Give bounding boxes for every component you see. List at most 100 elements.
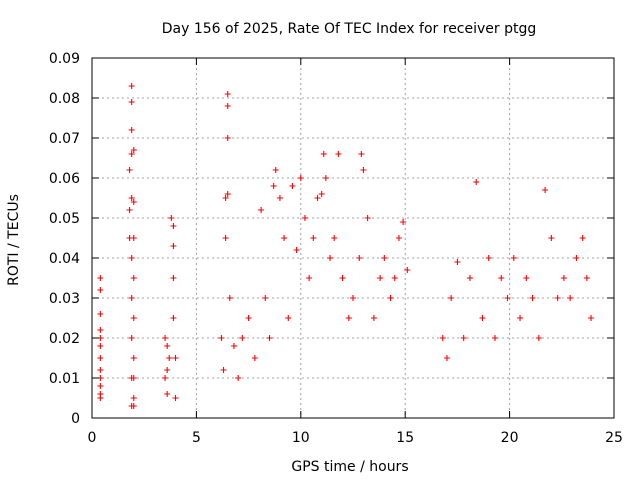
data-point (339, 275, 346, 281)
data-point (97, 383, 104, 389)
data-point (573, 255, 580, 261)
data-point (318, 191, 325, 197)
data-point (97, 287, 104, 293)
x-tick-label: 15 (396, 430, 414, 446)
data-point (224, 103, 231, 109)
data-point (554, 295, 561, 301)
data-point (560, 275, 567, 281)
data-point (224, 191, 231, 197)
data-point (542, 187, 549, 193)
data-point (485, 255, 492, 261)
y-axis-label: ROTI / TECUs (6, 194, 22, 286)
data-point (224, 135, 231, 141)
data-point (222, 235, 229, 241)
data-point (335, 151, 342, 157)
data-point (164, 343, 171, 349)
data-point (258, 207, 265, 213)
data-point (370, 315, 377, 321)
x-axis: 0 5 10 15 20 25 (88, 58, 623, 446)
data-point (168, 215, 175, 221)
data-point (270, 183, 277, 189)
data-point (310, 235, 317, 241)
x-axis-label: GPS time / hours (291, 459, 408, 475)
data-point (377, 275, 384, 281)
data-point (128, 335, 135, 341)
plot-frame (91, 57, 615, 419)
data-point (404, 267, 411, 273)
data-point (170, 315, 177, 321)
data-point (535, 335, 542, 341)
data-point (130, 235, 137, 241)
x-tick-label: 25 (605, 430, 623, 446)
data-point (130, 375, 137, 381)
data-point (97, 395, 104, 401)
data-point (128, 195, 135, 201)
y-tick-label: 0.06 (49, 171, 80, 187)
data-point (364, 215, 371, 221)
data-point (460, 335, 467, 341)
y-tick-label: 0.09 (49, 51, 80, 67)
data-point (130, 315, 137, 321)
data-point (128, 127, 135, 133)
data-point (170, 275, 177, 281)
data-point (220, 367, 227, 373)
data-point (126, 207, 133, 213)
data-point (130, 199, 137, 205)
data-point (164, 367, 171, 373)
data-point (128, 83, 135, 89)
x-tick-label: 10 (292, 430, 310, 446)
data-point (97, 355, 104, 361)
data-point (130, 355, 137, 361)
data-point (128, 295, 135, 301)
data-point (226, 295, 233, 301)
data-point (297, 175, 304, 181)
data-point (301, 215, 308, 221)
data-point (289, 183, 296, 189)
data-point (97, 327, 104, 333)
data-point (97, 311, 104, 317)
data-point (164, 391, 171, 397)
data-point (523, 275, 530, 281)
data-point (170, 223, 177, 229)
data-point (97, 275, 104, 281)
y-tick-label: 0 (71, 411, 80, 427)
y-tick-label: 0.01 (49, 371, 80, 387)
data-points (97, 83, 595, 409)
data-point (245, 315, 252, 321)
x-tick-label: 20 (501, 430, 519, 446)
data-point (381, 255, 388, 261)
data-point (448, 295, 455, 301)
data-point (314, 195, 321, 201)
data-point (130, 395, 137, 401)
data-point (320, 151, 327, 157)
data-point (529, 295, 536, 301)
data-point (293, 247, 300, 253)
y-axis: 0 0.01 0.02 0.03 0.04 0.05 0.06 0.07 0.08 0.09 (49, 51, 614, 427)
data-point (97, 343, 104, 349)
data-point (251, 355, 258, 361)
data-point (306, 275, 313, 281)
data-point (331, 235, 338, 241)
data-point (498, 275, 505, 281)
data-point (504, 295, 511, 301)
data-point (262, 295, 269, 301)
chart-title: Day 156 of 2025, Rate Of TEC Index for r… (162, 21, 537, 37)
data-point (358, 151, 365, 157)
data-point (130, 403, 137, 409)
y-tick-label: 0.07 (49, 131, 80, 147)
y-tick-label: 0.02 (49, 331, 80, 347)
data-point (128, 255, 135, 261)
data-point (517, 315, 524, 321)
grid-lines (92, 58, 614, 418)
data-point (239, 335, 246, 341)
data-point (567, 295, 574, 301)
data-point (395, 235, 402, 241)
y-tick-label: 0.08 (49, 91, 80, 107)
data-point (281, 235, 288, 241)
y-tick-label: 0.03 (49, 291, 80, 307)
data-point (548, 235, 555, 241)
data-point (391, 275, 398, 281)
data-point (224, 91, 231, 97)
data-point (172, 355, 179, 361)
x-tick-label: 0 (88, 430, 97, 446)
